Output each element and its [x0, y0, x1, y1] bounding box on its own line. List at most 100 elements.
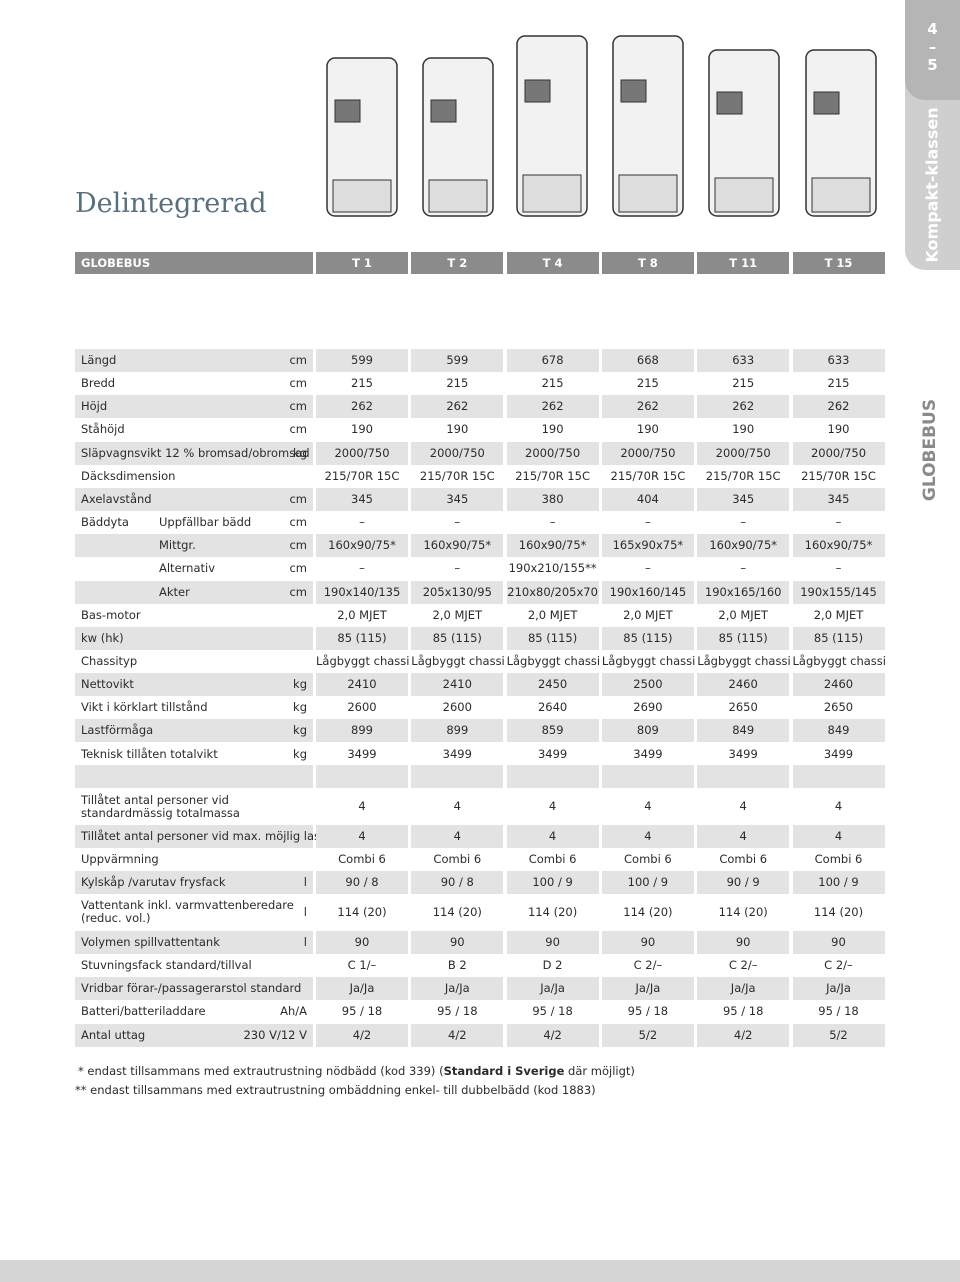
value-cell: 190x165/160 [697, 580, 790, 604]
value-cell: D 2 [542, 958, 563, 972]
row-label-cell: Batteri/batteriladdare Ah/A [75, 1000, 313, 1023]
row-label-cell: Vridbar förar-/passagerarstol standard [75, 977, 313, 1000]
value-cell: Combi 6 [433, 852, 482, 866]
value-cell: Ja/Ja [506, 977, 599, 1000]
footnote-text: * endast tillsammans med extrautrustning… [78, 1064, 444, 1078]
value-cell: 2460 [697, 673, 790, 697]
value-cell: 90 / 9 [697, 871, 790, 894]
value-cell: 114 (20) [718, 905, 768, 919]
value-cell: 4 [739, 799, 747, 813]
row-label-cell: Nettovikt kg [75, 673, 313, 697]
value-cell: 215 [732, 376, 755, 391]
row-sublabel: Akter [159, 584, 190, 599]
floor-plans [326, 35, 877, 217]
value-cell: 345 [411, 487, 504, 511]
value-cell: 2410 [316, 673, 408, 697]
row-sublabel: Uppfällbar bädd [159, 515, 252, 530]
value-cell: – [359, 515, 365, 530]
row-label-cell: Bäddyta Uppfällbar bädd cm [75, 511, 313, 534]
value-cell: – [740, 561, 747, 576]
row-unit: cm [289, 399, 307, 414]
row-sublabel: Alternativ [159, 561, 216, 576]
value-cell: 849 [697, 719, 790, 743]
row-label: Vattentank inkl. varmvattenberedare (red… [81, 898, 294, 925]
value-cell: 100 / 9 [506, 871, 599, 894]
value-cell: 160x90/75* [792, 534, 885, 558]
value-cell: 190 [351, 422, 373, 437]
value-cell: 2650 [728, 700, 758, 715]
value-cell: 2650 [823, 700, 854, 715]
value-cell: B 2 [447, 958, 467, 972]
row-unit: Ah/A [280, 1004, 307, 1018]
value-cell: 2690 [633, 700, 663, 715]
value-cell: – [835, 515, 842, 530]
spacer-cell [316, 765, 408, 788]
row-unit: l [303, 935, 307, 949]
value-cell: 165x90x75* [601, 534, 694, 558]
row-label-cell: Ståhöjd cm [75, 418, 313, 441]
value-cell: 2000/750 [316, 441, 408, 465]
spacer-cell [697, 765, 790, 788]
row-label: Lastförmåga [81, 723, 154, 738]
value-cell: 95 / 18 [722, 1004, 764, 1018]
value-cell: 85 (115) [792, 626, 885, 650]
row-label: Höjd [81, 399, 108, 414]
header-model: T 4 [506, 252, 599, 274]
row-label-cell: Chassityp [75, 650, 313, 673]
value-cell: 4 [358, 799, 366, 813]
value-cell: 899 [411, 719, 504, 743]
value-cell: 2,0 MJET [337, 607, 387, 622]
row-label: Stuvningsfack standard/tillval [81, 958, 252, 972]
row-label: kw (hk) [81, 630, 124, 645]
value-cell: Lågbyggt chassi [506, 653, 601, 668]
side-brand: GLOBEBUS [920, 398, 940, 502]
value-cell: 2450 [506, 673, 599, 697]
row-unit: kg [293, 677, 307, 692]
value-cell: 90 [697, 931, 790, 954]
value-cell: 95 / 18 [341, 1004, 383, 1018]
value-cell: 190 [541, 422, 564, 437]
row-label: Däcksdimension [81, 468, 176, 483]
value-cell: 90 / 8 [316, 871, 408, 894]
row-label: Teknisk tillåten totalvikt [81, 746, 218, 761]
row-unit: kg [293, 445, 307, 460]
value-cell: 599 [316, 349, 408, 372]
row-label-cell: Mittgr. cm [75, 534, 313, 558]
page-bottom: 5 [927, 56, 938, 74]
header-model: T 2 [411, 252, 504, 274]
value-cell: 90 [601, 931, 694, 954]
row-label: Vikt i körklart tillstånd [81, 700, 208, 715]
value-cell: Ja/Ja [601, 977, 694, 1000]
value-cell: 3499 [442, 746, 472, 761]
row-label: Tillåtet antal personer vid standardmäss… [81, 792, 240, 820]
value-cell: 2600 [347, 700, 377, 715]
value-cell: 5/2 [601, 1024, 694, 1047]
header-model: T 11 [697, 252, 790, 274]
value-cell: 160x90/75* [316, 534, 408, 558]
row-label: Volymen spillvattentank [81, 935, 220, 949]
value-cell: 2460 [792, 673, 885, 697]
value-cell: Lågbyggt chassi [697, 653, 791, 668]
value-cell: 345 [697, 487, 790, 511]
row-sublabel: Mittgr. [159, 538, 196, 553]
value-cell: 4 [601, 825, 694, 848]
row-unit: cm [289, 491, 307, 506]
footnote-bold: Standard i Sverige [443, 1064, 565, 1078]
footnote-text: där möjligt) [564, 1064, 635, 1078]
row-label: Tillåtet antal personer vid max. möjlig … [81, 829, 325, 843]
row-label-cell: Längd cm [75, 349, 313, 372]
row-unit: cm [289, 561, 307, 576]
value-cell: Lågbyggt chassi [792, 653, 886, 668]
row-label-cell: Uppvärmning [75, 848, 313, 871]
row-label-cell: Axelavstånd cm [75, 487, 313, 511]
value-cell: 4 [548, 799, 557, 813]
row-label: Kylskåp /varutav frysfack [81, 875, 226, 889]
row-label: Släpvagnsvikt 12 % bromsad/obromsad [81, 445, 310, 460]
value-cell: 85 (115) [506, 626, 599, 650]
row-label-cell: Alternativ cm [75, 557, 313, 580]
value-cell: 262 [601, 395, 694, 419]
title: Delintegrerad [75, 188, 267, 219]
value-cell: Lågbyggt chassi [411, 653, 505, 668]
value-cell: 4 [644, 799, 652, 813]
